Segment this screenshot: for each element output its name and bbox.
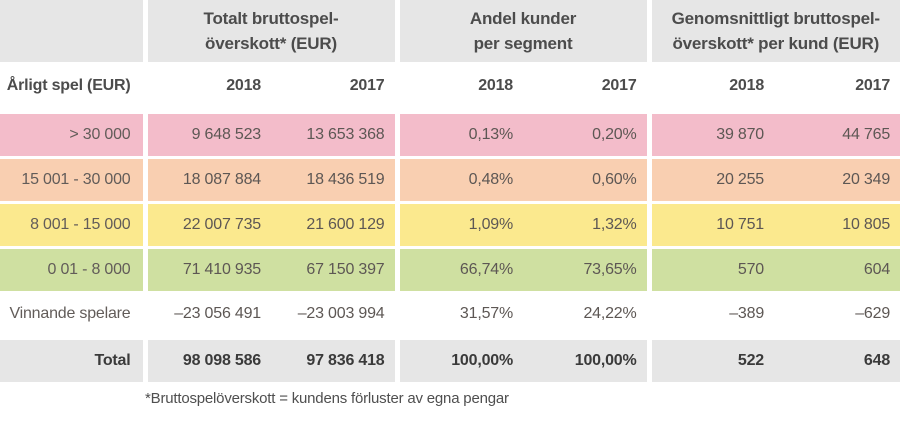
value-cell: 0,48%	[394, 155, 523, 202]
value-cell: –23 056 491	[142, 290, 271, 337]
value-cell: 20 255	[646, 155, 775, 202]
corner-cell	[0, 0, 145, 62]
group-header-line: överskott* (EUR)	[205, 34, 337, 53]
value-cell: 9 648 523	[142, 110, 271, 157]
value-cell: 24,22%	[523, 290, 650, 337]
value-cell: 13 653 368	[271, 110, 397, 157]
group-header-total: Totalt bruttospel- överskott* (EUR)	[142, 0, 397, 62]
group-header-line: Totalt bruttospel-	[203, 8, 339, 28]
value-cell: 18 087 884	[142, 155, 271, 202]
year-header: 2017	[271, 62, 397, 112]
value-cell: 570	[646, 245, 775, 292]
value-cell: 21 600 129	[271, 200, 397, 247]
value-cell: 97 836 418	[271, 334, 397, 382]
row-label: > 30 000	[0, 110, 145, 157]
group-header-line: per segment	[473, 34, 573, 53]
value-cell: 18 436 519	[271, 155, 397, 202]
value-cell: 522	[646, 334, 775, 382]
total-row: Total 98 098 586 97 836 418 100,00% 100,00% 5…	[0, 334, 900, 382]
year-header: 2017	[523, 62, 650, 112]
value-cell: 39 870	[646, 110, 775, 157]
table-row: 0 01 - 8 000 71 410 935 67 150 397 66,74% 73…	[0, 245, 900, 292]
value-cell: 44 765	[774, 110, 900, 157]
year-header: 2017	[774, 62, 900, 112]
value-cell: 22 007 735	[142, 200, 271, 247]
group-header-row: Totalt bruttospel- överskott* (EUR) Ande…	[0, 0, 900, 62]
value-cell: 0,60%	[523, 155, 650, 202]
group-header-line: överskott* per kund (EUR)	[672, 34, 880, 53]
year-header: 2018	[142, 62, 271, 112]
value-cell: –389	[646, 290, 775, 337]
value-cell: 604	[774, 245, 900, 292]
row-label: Total	[0, 334, 145, 382]
footnote: *Bruttospelöverskott = kundens förluster…	[145, 390, 509, 407]
group-header-line: Andel kunder	[469, 8, 577, 28]
table-row: > 30 000 9 648 523 13 653 368 0,13% 0,20% 39 …	[0, 110, 900, 157]
value-cell: 1,09%	[394, 200, 523, 247]
row-label: Vinnande spelare	[0, 290, 145, 337]
group-header-average: Genomsnittligt bruttospel- överskott* pe…	[646, 0, 900, 62]
value-cell: 10 805	[774, 200, 900, 247]
row-label: 0 01 - 8 000	[0, 245, 145, 292]
value-cell: 0,13%	[394, 110, 523, 157]
value-cell: 0,20%	[523, 110, 650, 157]
year-header-row: Årligt spel (EUR) 2018 2017 2018 2017 20…	[0, 62, 900, 112]
group-header-line: Genomsnittligt bruttospel-	[671, 8, 880, 28]
value-cell: –629	[774, 290, 900, 337]
table-body: > 30 000 9 648 523 13 653 368 0,13% 0,20% 39 …	[0, 110, 900, 382]
group-header-share: Andel kunder per segment	[394, 0, 650, 62]
row-label: 8 001 - 15 000	[0, 200, 145, 247]
row-label: 15 001 - 30 000	[0, 155, 145, 202]
year-header: 2018	[646, 62, 775, 112]
value-cell: 98 098 586	[142, 334, 271, 382]
value-cell: 100,00%	[394, 334, 523, 382]
value-cell: –23 003 994	[271, 290, 397, 337]
value-cell: 73,65%	[523, 245, 650, 292]
value-cell: 71 410 935	[142, 245, 271, 292]
row-header-label: Årligt spel (EUR)	[0, 62, 145, 112]
value-cell: 10 751	[646, 200, 775, 247]
year-header: 2018	[394, 62, 523, 112]
value-cell: 66,74%	[394, 245, 523, 292]
value-cell: 100,00%	[523, 334, 650, 382]
value-cell: 1,32%	[523, 200, 650, 247]
value-cell: 648	[774, 334, 900, 382]
value-cell: 31,57%	[394, 290, 523, 337]
table-row: 15 001 - 30 000 18 087 884 18 436 519 0,48%…	[0, 155, 900, 202]
value-cell: 20 349	[774, 155, 900, 202]
table-row: Vinnande spelare –23 056 491 –23 003 994 31…	[0, 290, 900, 337]
value-cell: 67 150 397	[271, 245, 397, 292]
segment-table: Totalt bruttospel- överskott* (EUR) Ande…	[0, 0, 900, 382]
table-row: 8 001 - 15 000 22 007 735 21 600 129 1,09% 1…	[0, 200, 900, 247]
